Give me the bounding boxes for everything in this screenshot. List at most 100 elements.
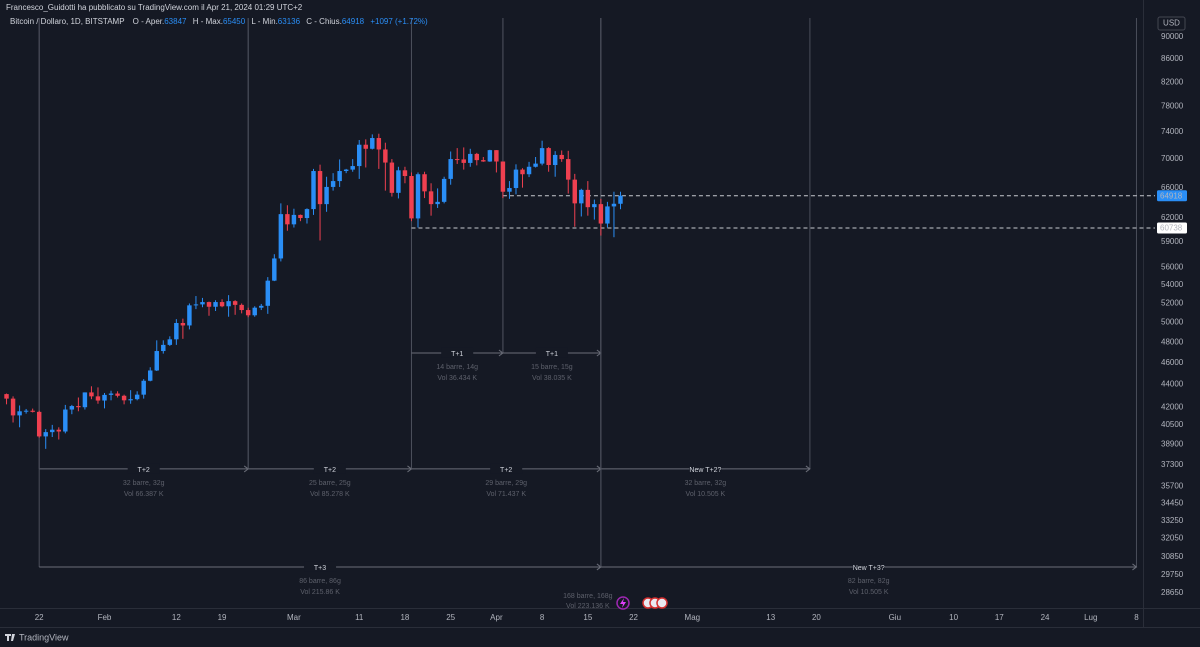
range-label: T+1 [451, 351, 463, 358]
range-bars: 32 barre, 32g [685, 480, 727, 487]
candle-body [579, 189, 584, 204]
candle-body [278, 214, 284, 259]
drawings: T+2 32 barre, 32g Vol 66.387 K T+2 25 barre,… [38, 18, 1155, 610]
candle-body [4, 394, 9, 399]
candle-body [611, 203, 617, 207]
range-label-bg [490, 463, 523, 474]
x-tick-label: 15 [583, 613, 592, 622]
range-bars: 86 barre, 86g [299, 578, 341, 585]
candle-body [500, 161, 506, 192]
x-tick-label: 10 [949, 613, 958, 622]
candle-body [566, 159, 571, 180]
range-label: T+2 [500, 467, 512, 474]
candle-body [141, 380, 146, 395]
y-tick-label: 34450 [1161, 499, 1184, 508]
x-tick-label: Giu [889, 613, 901, 622]
range-volume: Vol 71.437 K [486, 491, 526, 498]
candle-body [324, 186, 329, 205]
close-value: 64918 [342, 17, 365, 26]
candle-body [428, 191, 434, 205]
candle-body [206, 302, 212, 307]
open-value: 63847 [164, 17, 187, 26]
candle-body [383, 149, 388, 163]
close-label: C - Chius. [306, 17, 342, 26]
candle-body [487, 150, 493, 162]
candle-body [337, 171, 342, 182]
candles [4, 133, 623, 449]
y-tick-label: 33250 [1161, 516, 1184, 525]
range-bars: 29 barre, 29g [485, 480, 527, 487]
arrow-head [805, 465, 811, 473]
candle-body [311, 171, 316, 210]
x-tick-label: 12 [172, 613, 181, 622]
high-value: 65450 [223, 17, 246, 26]
x-tick-label: 11 [355, 613, 364, 622]
brand: TradingView [19, 632, 69, 642]
x-tick-label: Lug [1084, 613, 1097, 622]
candle-body [265, 280, 271, 306]
candle-body [363, 144, 368, 149]
candle-body [448, 159, 453, 179]
candle-body [23, 410, 29, 412]
y-tick-label: 56000 [1161, 263, 1184, 272]
price-tag [1157, 222, 1187, 234]
candle-body [572, 179, 577, 204]
currency-box [1157, 16, 1186, 31]
candle-body [50, 429, 55, 433]
range-label-bg [304, 561, 337, 572]
range-label-bg [313, 463, 346, 474]
y-tick-label: 32050 [1161, 534, 1184, 543]
candle-body [69, 406, 75, 410]
price-tag-label: 64918 [1160, 191, 1183, 200]
x-tick-label: 19 [218, 613, 227, 622]
open-label: O - Aper. [133, 17, 165, 26]
y-tick-label: 30850 [1161, 552, 1184, 561]
range-label-bg [535, 347, 568, 358]
candle-body [520, 169, 525, 175]
candle-body [330, 181, 336, 187]
candle-body [526, 166, 532, 175]
y-tick-label: 37300 [1161, 460, 1184, 469]
y-tick-label: 82000 [1161, 77, 1184, 86]
candle-body [167, 339, 173, 345]
candle-body [454, 159, 460, 161]
range-label: New T+3? [853, 565, 885, 572]
candle-body [82, 392, 88, 408]
arrow-head [1132, 563, 1138, 571]
range-bars: 14 barre, 14g [436, 364, 478, 371]
candle-body [56, 429, 62, 432]
x-tick-label: 8 [540, 613, 545, 622]
logo [5, 634, 15, 641]
candle-body [193, 304, 199, 306]
y-tick-label: 40500 [1161, 420, 1184, 429]
range-volume: Vol 10.505 K [686, 491, 726, 498]
candle-body [187, 305, 192, 326]
range-volume: Vol 10.505 K [849, 589, 889, 596]
candle-body [376, 138, 382, 150]
candle-body [474, 153, 480, 161]
candle-body [585, 189, 591, 208]
x-tick-label: 20 [812, 613, 821, 622]
candle-body [43, 432, 48, 437]
candle-body [357, 144, 362, 167]
candle-body [232, 301, 238, 305]
y-tick-label: 62000 [1161, 213, 1184, 222]
candle-body [441, 178, 447, 202]
y-tick-label: 52000 [1161, 299, 1184, 308]
candle-body [317, 171, 323, 205]
y-tick-label: 86000 [1161, 54, 1184, 63]
candle-body [161, 344, 166, 352]
x-tick-label: Mar [287, 613, 301, 622]
y-tick-label: 46000 [1161, 358, 1184, 367]
x-tick-label: 8 [1134, 613, 1139, 622]
candle-body [598, 204, 604, 224]
candle-body [533, 163, 538, 167]
x-tick-label: 25 [446, 613, 455, 622]
range-label-bg [127, 463, 160, 474]
y-tick-label: 59000 [1161, 237, 1184, 246]
candle-body [461, 159, 466, 163]
y-tick-label: 29750 [1161, 570, 1184, 579]
range-label: T+2 [138, 467, 150, 474]
candle-body [252, 307, 257, 316]
